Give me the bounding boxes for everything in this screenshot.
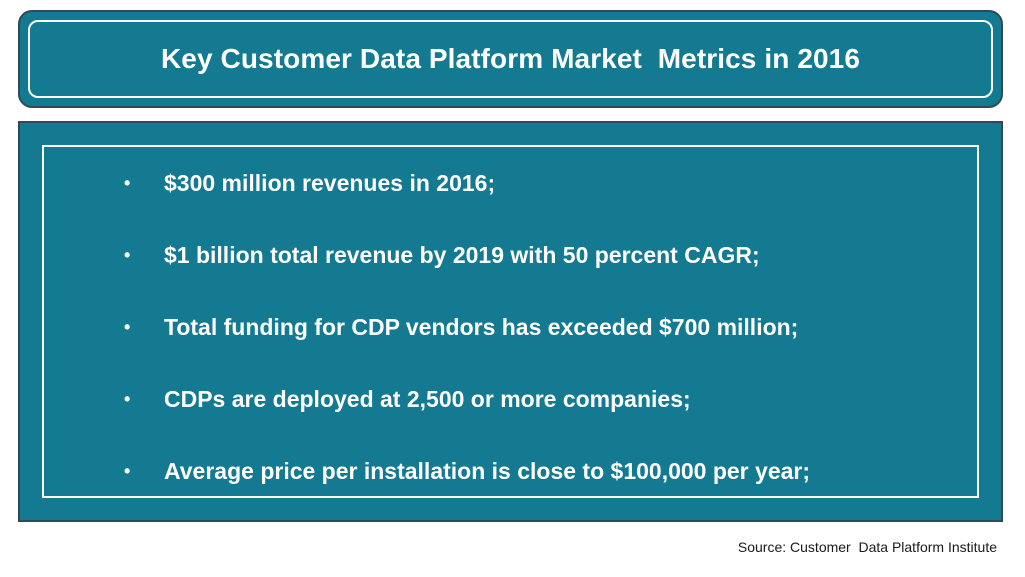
metric-text: $300 million revenues in 2016; (164, 169, 496, 196)
source-note: Source: Customer Data Platform Institute (737, 539, 997, 555)
bullet-icon: • (124, 460, 131, 481)
metric-item: • Average price per installation is clos… (124, 453, 810, 489)
metric-item: • $300 million revenues in 2016; (124, 165, 495, 201)
bullet-icon: • (124, 388, 131, 409)
metric-text: CDPs are deployed at 2,500 or more compa… (164, 385, 691, 412)
metric-item: • CDPs are deployed at 2,500 or more com… (124, 381, 691, 417)
title-banner: Key Customer Data Platform Market Metric… (18, 10, 1003, 108)
metric-text: $1 billion total revenue by 2019 with 50… (164, 241, 760, 268)
metric-item: • Total funding for CDP vendors has exce… (124, 309, 798, 345)
bullet-icon: • (124, 244, 131, 265)
metrics-frame: • $300 million revenues in 2016; • $1 bi… (42, 145, 979, 498)
metric-text: Average price per installation is close … (164, 457, 811, 484)
metric-item: • $1 billion total revenue by 2019 with … (124, 237, 760, 273)
page-title: Key Customer Data Platform Market Metric… (160, 43, 861, 74)
bullet-icon: • (124, 316, 131, 337)
bullet-icon: • (124, 172, 131, 193)
metrics-panel: • $300 million revenues in 2016; • $1 bi… (18, 121, 1003, 522)
title-frame: Key Customer Data Platform Market Metric… (28, 20, 993, 98)
metric-text: Total funding for CDP vendors has exceed… (164, 313, 799, 340)
